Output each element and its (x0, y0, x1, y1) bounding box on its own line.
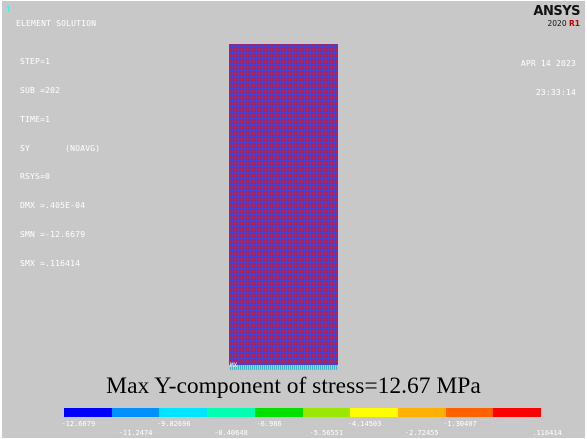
legend-label-lower: .116414 (532, 429, 562, 437)
legend-label-lower: -5.56551 (309, 429, 344, 437)
legend-label-lower: -8.40648 (214, 429, 248, 437)
max-marker-label: MX (230, 362, 238, 369)
legend-label-upper: -9.82696 (156, 420, 191, 428)
logo-brand: ANSYS (533, 4, 580, 19)
legend-swatch-4 (207, 408, 255, 417)
contour-legend-bar (64, 408, 542, 417)
mesh-bottom-edge (229, 365, 338, 370)
substep-line: SUB =202 (20, 85, 61, 95)
smn-line: SMN =-12.6679 (20, 229, 86, 239)
legend-swatch-5 (254, 408, 303, 417)
step-line: STEP=1 (20, 57, 51, 67)
legend-swatch-3 (159, 408, 208, 417)
window-number: 1 (6, 5, 11, 13)
ansys-logo: ANSYS 2020 R1 (530, 4, 580, 29)
smx-line: SMX =.116414 (20, 258, 81, 268)
date-time: APR 14 2023 23:33:14 (521, 40, 576, 117)
logo-version: 2020 R1 (547, 19, 580, 28)
legend-swatch-10 (493, 408, 542, 417)
legend-swatch-8 (397, 408, 446, 417)
legend-swatch-7 (350, 408, 398, 417)
solution-info: STEP=1 SUB =202 TIME=1 SY (NOAVG) RSYS=0… (20, 38, 100, 287)
legend-swatch-1 (64, 408, 112, 417)
dmx-line: DMX =.405E-04 (20, 201, 86, 211)
solution-title: ELEMENT SOLUTION (16, 19, 97, 28)
result-item-line: SY (NOAVG) (20, 143, 101, 153)
date-text: APR 14 2023 (520, 59, 576, 69)
legend-label-lower: -11.2474 (118, 429, 153, 437)
legend-swatch-6 (302, 408, 351, 417)
legend-swatch-9 (445, 408, 494, 417)
legend-label-lower: -2.72455 (404, 429, 439, 437)
time-line: TIME=1 (20, 114, 51, 124)
time-text: 23:33:14 (535, 87, 576, 97)
legend-swatch-2 (111, 408, 160, 417)
legend-label-upper: -12.6679 (61, 420, 96, 428)
stress-caption: Max Y-component of stress=12.67 MPa (106, 373, 481, 399)
rsys-line: RSYS=0 (20, 172, 51, 182)
legend-label-upper: -4.14503 (347, 420, 382, 428)
legend-label-upper: -1.30407 (443, 420, 477, 428)
legend-label-upper: -6.986 (256, 420, 282, 428)
stress-contour-mesh[interactable] (229, 44, 338, 365)
